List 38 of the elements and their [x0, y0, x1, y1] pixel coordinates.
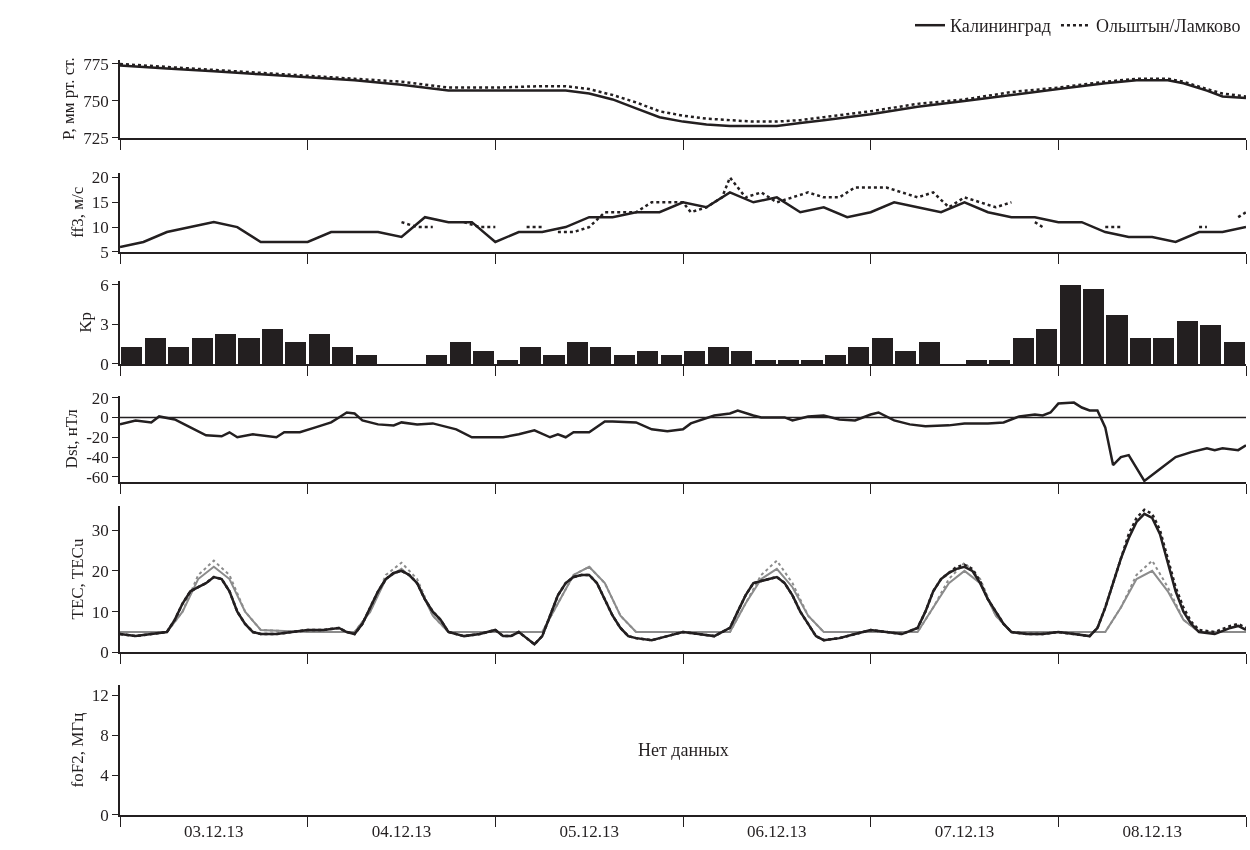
y-tick-label: 10 — [91, 218, 109, 238]
y-axis-title: Kp — [76, 311, 96, 333]
y-tick-label: 4 — [100, 765, 110, 785]
y-tick-label: 6 — [100, 275, 109, 295]
y-tick-label: 20 — [91, 561, 109, 581]
y-tick-label: 0 — [100, 354, 109, 374]
legend-label: Калининград — [950, 16, 1051, 37]
y-axis-title: P, мм рт. ст. — [59, 57, 79, 141]
x-tick-label: 05.12.13 — [559, 822, 619, 842]
y-tick-label: 20 — [91, 388, 109, 408]
x-tick-label: 08.12.13 — [1122, 822, 1182, 842]
y-tick-label: 8 — [100, 726, 109, 746]
y-axis-title: Dst, нТл — [62, 408, 82, 469]
y-tick-label: 0 — [100, 805, 109, 825]
y-tick-label: 3 — [100, 315, 109, 335]
y-tick-label: 20 — [91, 168, 109, 188]
y-tick-label: 15 — [91, 193, 109, 213]
y-axis-title: TEC, TECu — [67, 538, 87, 620]
y-tick-label: -20 — [86, 428, 109, 448]
y-tick-label: 725 — [83, 128, 109, 148]
y-tick-label: 12 — [91, 686, 109, 706]
y-tick-label: 750 — [83, 91, 109, 111]
x-tick-label: 03.12.13 — [184, 822, 244, 842]
y-tick-label: -60 — [86, 467, 109, 487]
x-tick-label: 06.12.13 — [747, 822, 807, 842]
y-tick-label: 5 — [100, 242, 109, 262]
x-tick-label: 04.12.13 — [371, 822, 432, 842]
y-tick-label: 0 — [100, 643, 109, 663]
legend-label: Ольштын/Ламково — [1095, 16, 1241, 37]
y-tick-label: 0 — [100, 408, 109, 428]
y-axis-title: ff3, м/с — [67, 186, 87, 238]
y-axis-title: foF2, МГц — [67, 712, 87, 788]
y-tick-label: -40 — [86, 448, 109, 468]
annotation: Нет данных — [638, 740, 729, 760]
y-tick-label: 775 — [83, 54, 109, 74]
y-tick-label: 10 — [91, 602, 109, 622]
x-tick-label: 07.12.13 — [934, 822, 995, 842]
y-tick-label: 30 — [91, 521, 109, 541]
